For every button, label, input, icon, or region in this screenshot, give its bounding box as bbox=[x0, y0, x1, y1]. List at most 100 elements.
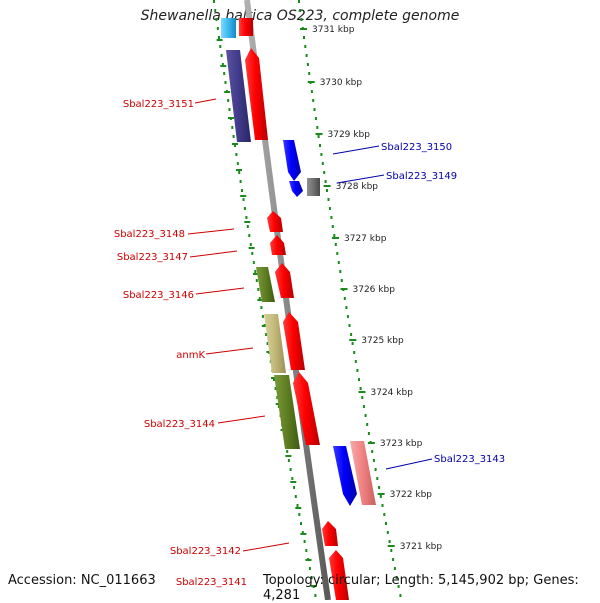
outer-guide-dot bbox=[304, 45, 307, 48]
outer-guide-dot bbox=[339, 270, 342, 273]
inner-guide-dot bbox=[291, 477, 294, 480]
inner-guide-dot bbox=[305, 549, 308, 552]
inner-guide-dot bbox=[293, 486, 296, 489]
accession-text: Accession: NC_011663 bbox=[8, 573, 156, 588]
label-sbal223-3149[interactable]: Sbal223_3149 bbox=[386, 171, 457, 182]
label-anmk[interactable]: anmK bbox=[176, 350, 205, 361]
outer-guide-dot bbox=[395, 576, 398, 579]
gene-sbal223-3147[interactable] bbox=[270, 235, 286, 255]
inner-guide-dot bbox=[252, 261, 255, 264]
outer-guide-dot bbox=[345, 306, 348, 309]
gene-sbal223-3141[interactable] bbox=[329, 550, 349, 600]
outer-guide-dot bbox=[327, 198, 330, 201]
outer-guide-dot bbox=[399, 594, 402, 597]
inner-guide-dot bbox=[215, 18, 218, 21]
inner-guide-dot bbox=[224, 81, 227, 84]
inner-guide-dot bbox=[243, 207, 246, 210]
outer-guide-dot bbox=[336, 252, 339, 255]
label-sbal223-3143[interactable]: Sbal223_3143 bbox=[434, 454, 505, 465]
label-sbal223-3150[interactable]: Sbal223_3150 bbox=[381, 142, 452, 153]
inner-guide-dot bbox=[286, 450, 289, 453]
inner-guide-dot bbox=[310, 576, 313, 579]
outer-guide-dot bbox=[331, 225, 334, 228]
gene-sbal223-3142[interactable] bbox=[322, 521, 338, 546]
gene-red-3144-pair[interactable] bbox=[293, 372, 320, 445]
label-sbal223-3146[interactable]: Sbal223_3146 bbox=[123, 290, 194, 301]
inner-guide-dot bbox=[216, 27, 219, 30]
gene-sbal223-3149[interactable] bbox=[289, 181, 303, 197]
outer-guide-dot bbox=[328, 207, 331, 210]
outer-guide-dot bbox=[310, 90, 313, 93]
outer-guide-dot bbox=[346, 315, 349, 318]
inner-guide-dot bbox=[265, 333, 268, 336]
inner-guide-dot bbox=[238, 171, 241, 174]
gene-red-3151-pair[interactable] bbox=[245, 48, 268, 140]
inner-guide-dot bbox=[273, 378, 275, 381]
inner-guide-dot bbox=[218, 36, 220, 39]
inner-guide-dot bbox=[260, 306, 263, 309]
topology-text: Topology: circular; Length: 5,145,902 bp… bbox=[263, 573, 579, 603]
outer-guide-dot bbox=[392, 558, 395, 561]
label-sbal223-3144[interactable]: Sbal223_3144 bbox=[144, 419, 215, 430]
outer-guide-dot bbox=[379, 495, 382, 498]
gene-red-top[interactable] bbox=[239, 18, 253, 36]
outer-guide-dot bbox=[359, 387, 362, 390]
label-sbal223-3142[interactable]: Sbal223_3142 bbox=[170, 546, 241, 557]
outer-guide-dot bbox=[319, 144, 321, 147]
outer-guide-dot bbox=[320, 153, 323, 156]
inner-guide-dot bbox=[287, 459, 290, 462]
gene-pink-3143-pair[interactable] bbox=[350, 441, 376, 505]
inner-guide-dot bbox=[266, 342, 269, 345]
gene-sbal223-3143[interactable] bbox=[333, 446, 357, 506]
gene-cyan-top[interactable] bbox=[221, 18, 236, 38]
outer-guide-dot bbox=[317, 135, 320, 138]
outer-guide-dot bbox=[358, 378, 360, 381]
gene-red-anmk-pair[interactable] bbox=[283, 312, 305, 370]
outer-guide-dot bbox=[300, 18, 303, 21]
inner-guide-dot bbox=[231, 126, 234, 129]
inner-guide-dot bbox=[254, 270, 257, 273]
outer-guide-dot bbox=[397, 585, 400, 588]
inner-guide-dot bbox=[258, 297, 261, 300]
outer-guide-dot bbox=[306, 63, 309, 66]
label-sbal223-3141[interactable]: Sbal223_3141 bbox=[176, 577, 247, 588]
label-sbal223-3148[interactable]: Sbal223_3148 bbox=[114, 229, 185, 240]
outer-guide-dot bbox=[354, 360, 357, 363]
gene-sbal223-3144[interactable] bbox=[274, 375, 300, 449]
outer-guide-dot bbox=[361, 396, 364, 399]
inner-guide-dot bbox=[228, 108, 231, 111]
outer-guide-dot bbox=[371, 450, 374, 453]
inner-guide-dot bbox=[235, 153, 238, 156]
outer-guide-dot bbox=[314, 117, 317, 120]
inner-guide-dot bbox=[239, 180, 242, 183]
gene-anmk[interactable] bbox=[264, 314, 286, 373]
outer-guide-dot bbox=[390, 549, 393, 552]
inner-guide-dot bbox=[220, 54, 223, 57]
outer-guide-dot bbox=[323, 171, 326, 174]
label-sbal223-3147[interactable]: Sbal223_3147 bbox=[117, 252, 188, 263]
kbp-tick-label: 3728 kbp bbox=[336, 182, 379, 192]
outer-guide-dot bbox=[337, 261, 340, 264]
inner-guide-dot bbox=[276, 396, 279, 399]
gene-red-3146-pair[interactable] bbox=[275, 263, 294, 298]
outer-guide-dot bbox=[364, 414, 367, 417]
outer-guide-dot bbox=[321, 162, 324, 165]
inner-guide-dot bbox=[308, 567, 311, 570]
gene-sbal223-3148[interactable] bbox=[267, 211, 283, 232]
outer-guide-dot bbox=[324, 180, 327, 183]
gene-sbal223-3151[interactable] bbox=[226, 50, 251, 142]
inner-guide-dot bbox=[274, 387, 277, 390]
gene-sbal223-3146[interactable] bbox=[256, 267, 275, 302]
inner-guide-dot bbox=[289, 468, 292, 471]
outer-guide-dot bbox=[386, 531, 389, 534]
label-sbal223-3151[interactable]: Sbal223_3151 bbox=[123, 99, 194, 110]
gene-labels: Sbal223_3151 Sbal223_3148 Sbal223_3147 S… bbox=[114, 99, 505, 588]
inner-guide-dot bbox=[314, 594, 317, 597]
inner-guide-dot bbox=[251, 252, 254, 255]
outer-guide-dot bbox=[353, 351, 356, 354]
outer-guide-dot bbox=[348, 324, 351, 327]
gene-gray-3149[interactable] bbox=[307, 178, 320, 196]
gene-sbal223-3150[interactable] bbox=[283, 140, 301, 181]
outer-guide-dot bbox=[316, 126, 319, 129]
